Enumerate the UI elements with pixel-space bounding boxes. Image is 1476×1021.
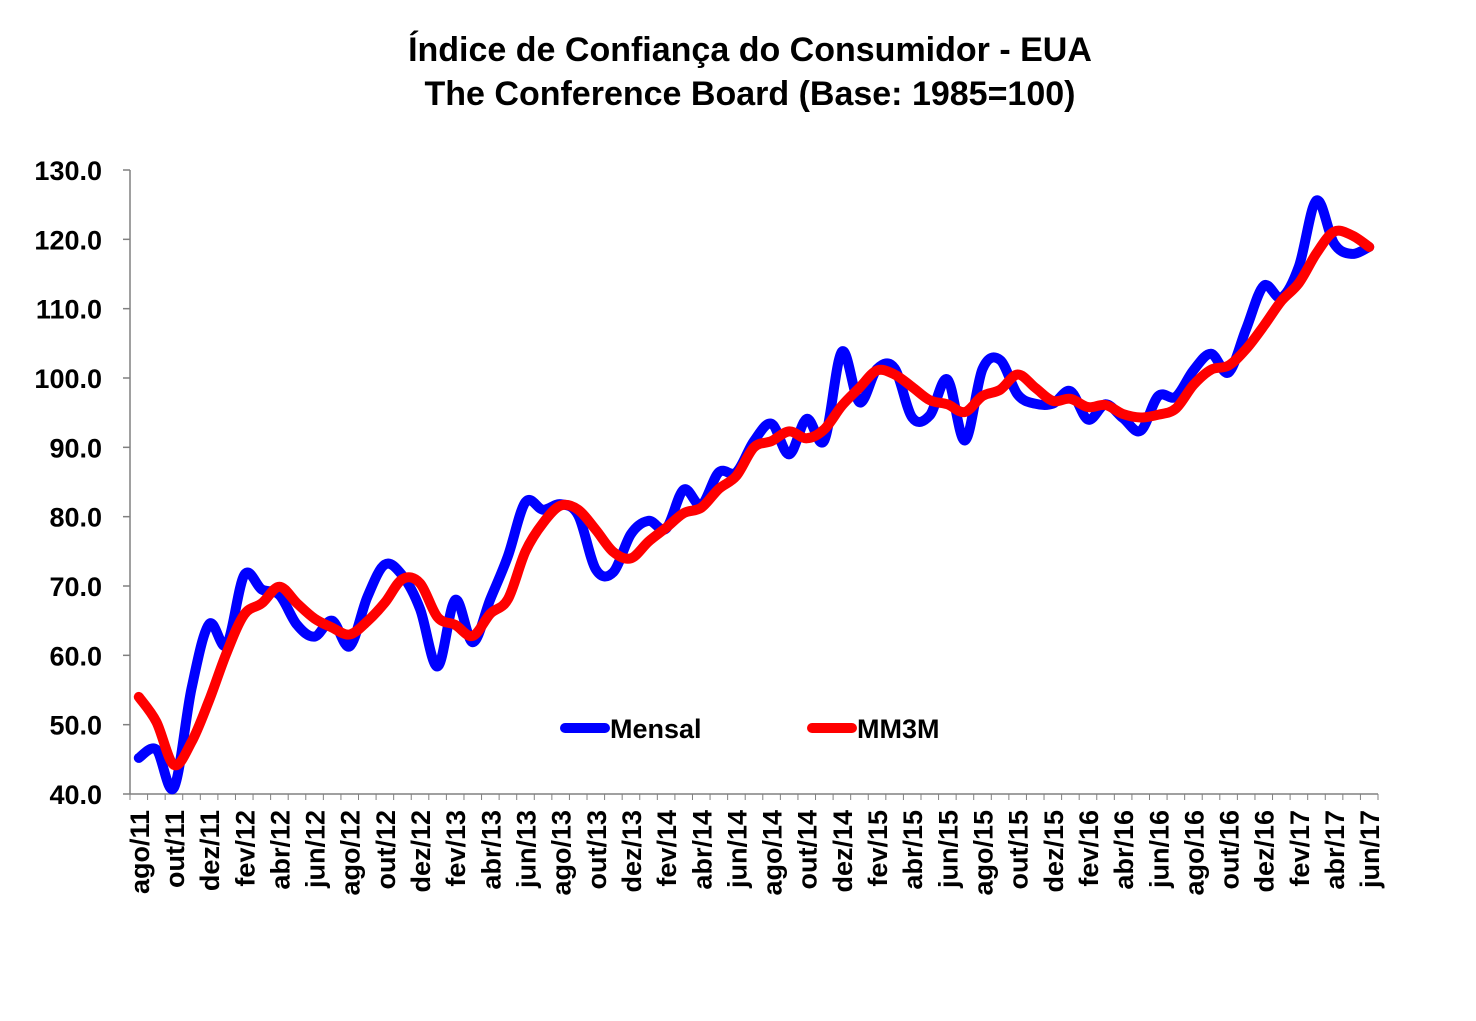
x-tick-label: dez/12 [406, 810, 436, 893]
chart-subtitle: The Conference Board (Base: 1985=100) [424, 75, 1076, 113]
x-tick-label: dez/13 [617, 810, 647, 893]
x-tick-label: jun/15 [933, 810, 963, 889]
x-tick-label: abr/12 [265, 810, 295, 890]
y-tick-label: 50.0 [49, 711, 102, 741]
x-tick-label: abr/17 [1320, 810, 1350, 890]
y-tick-label: 130.0 [34, 156, 102, 186]
chart-axes [129, 170, 1378, 795]
y-tick-label: 90.0 [49, 433, 102, 463]
x-tick-label: dez/15 [1039, 810, 1069, 893]
x-tick-label: out/12 [371, 810, 401, 890]
legend-label-mensal: Mensal [610, 714, 702, 744]
x-tick-label: out/11 [160, 810, 190, 888]
x-tick-label: ago/11 [125, 810, 155, 894]
x-tick-label: out/14 [793, 810, 823, 890]
x-tick-label: ago/14 [758, 810, 788, 896]
x-tick-label: ago/16 [1179, 810, 1209, 896]
x-tick-label: fev/14 [652, 810, 682, 887]
x-tick-label: out/16 [1215, 810, 1245, 890]
x-tick-label: jun/16 [1144, 810, 1174, 889]
series-line-mm3m [133, 225, 1375, 771]
x-axis-ticks: ago/11 out/11 dez/11 fev/12 abr/12 jun/12 ago/… [125, 794, 1385, 896]
series-line-mensal [133, 195, 1375, 795]
y-tick-label: 40.0 [49, 780, 102, 810]
y-tick-label: 120.0 [34, 225, 102, 255]
y-tick-label: 60.0 [49, 641, 102, 671]
x-tick-label: jun/14 [722, 810, 752, 889]
x-tick-label: out/13 [582, 810, 612, 890]
x-tick-label: abr/15 [898, 810, 928, 890]
x-tick-label: fev/13 [441, 810, 471, 887]
x-tick-label: out/15 [1004, 810, 1034, 890]
x-tick-label: fev/17 [1285, 810, 1315, 887]
x-tick-label: abr/16 [1109, 810, 1139, 890]
x-tick-label: dez/14 [828, 810, 858, 893]
y-tick-label: 110.0 [36, 295, 102, 325]
legend: Mensal MM3M [560, 714, 940, 744]
x-tick-label: jun/17 [1355, 810, 1385, 889]
x-tick-label: dez/16 [1250, 810, 1280, 893]
x-tick-label: ago/13 [547, 810, 577, 896]
x-tick-label: abr/13 [476, 810, 506, 890]
chart-title: Índice de Confiança do Consumidor - EUA [408, 31, 1092, 69]
y-tick-label: 70.0 [49, 572, 102, 602]
x-tick-label: jun/12 [301, 810, 331, 889]
y-axis-ticks: 40.0 50.0 60.0 70.0 80.0 90.0 100.0 110.0 120.0 1… [34, 156, 130, 810]
legend-label-mm3m: MM3M [857, 714, 940, 744]
x-tick-label: fev/12 [230, 810, 260, 887]
y-tick-label: 80.0 [49, 503, 102, 533]
x-tick-label: dez/11 [195, 810, 225, 891]
series-layer [133, 195, 1375, 795]
y-tick-label: 100.0 [34, 364, 102, 394]
x-tick-label: fev/15 [863, 810, 893, 887]
x-tick-label: fev/16 [1074, 810, 1104, 887]
x-tick-label: ago/12 [336, 810, 366, 896]
x-tick-label: abr/14 [687, 810, 717, 890]
x-tick-label: ago/15 [969, 810, 999, 896]
x-tick-label: jun/13 [511, 810, 541, 889]
chart-title-block: Índice de Confiança do Consumidor - EUA … [0, 28, 1476, 116]
